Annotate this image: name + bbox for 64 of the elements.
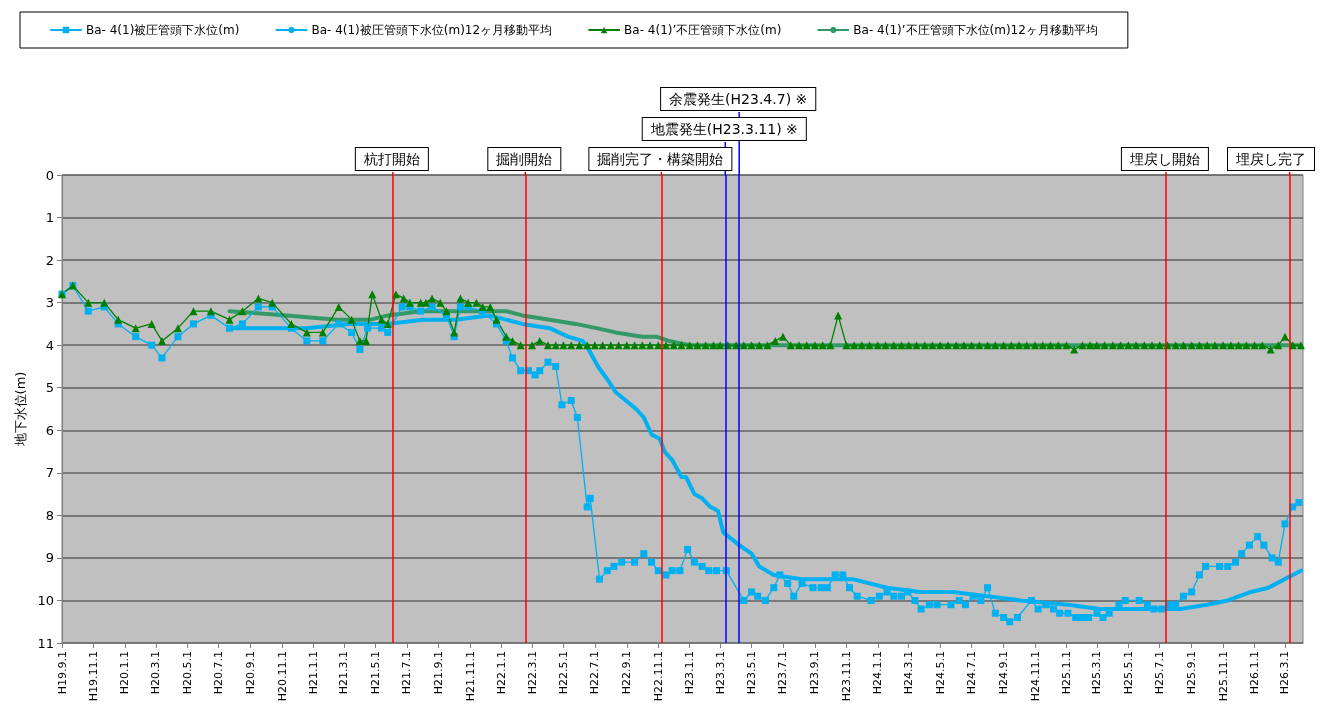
x-tick-label: H21.11.1 <box>463 651 477 702</box>
x-tick-label: H26.3.1 <box>1278 651 1292 695</box>
x-tick-label: H20.11.1 <box>275 651 289 702</box>
y-tick-label: 0 <box>45 167 54 183</box>
x-tick-label: H25.11.1 <box>1216 651 1230 702</box>
x-tick-label: H24.5.1 <box>933 651 947 695</box>
ref-line-label: 地震発生(H23.3.11) ※ <box>649 121 798 137</box>
x-tick-label: H20.3.1 <box>149 651 163 695</box>
x-tick-label: H20.5.1 <box>180 651 194 695</box>
x-tick-label: H21.3.1 <box>337 651 351 695</box>
x-tick-label: H23.5.1 <box>745 651 759 695</box>
x-tick-label: H25.3.1 <box>1090 651 1104 695</box>
x-tick-label: H22.11.1 <box>651 651 665 702</box>
x-tick-label: H20.9.1 <box>244 651 258 695</box>
x-tick-label: H22.9.1 <box>620 651 634 695</box>
legend-label: Ba- 4(1)被圧管頭下水位(m) <box>86 23 240 37</box>
x-tick-label: H19.11.1 <box>86 651 100 702</box>
ref-line-label: 埋戻し開始 <box>1128 151 1200 167</box>
x-tick-label: H25.9.1 <box>1185 651 1199 695</box>
y-tick-label: 2 <box>45 252 54 268</box>
legend-label: Ba- 4(1)’不圧管頭下水位(m)12ヶ月移動平均 <box>853 23 1098 37</box>
x-tick-label: H23.3.1 <box>713 651 727 695</box>
x-tick-label: H21.5.1 <box>368 651 382 695</box>
x-tick-label: H24.1.1 <box>871 651 885 695</box>
x-tick-label: H25.7.1 <box>1153 651 1167 695</box>
y-tick-label: 6 <box>45 422 54 438</box>
y-axis-title: 地下水位(m) <box>12 371 28 448</box>
x-tick-label: H22.1.1 <box>495 651 509 695</box>
x-tick-label: H21.9.1 <box>432 651 446 695</box>
x-tick-label: H21.7.1 <box>400 651 414 695</box>
x-tick-label: H22.7.1 <box>588 651 602 695</box>
y-tick-label: 10 <box>37 592 54 608</box>
y-tick-label: 9 <box>45 550 54 566</box>
y-tick-label: 7 <box>45 465 54 481</box>
x-tick-label: H23.9.1 <box>808 651 822 695</box>
y-tick-label: 1 <box>45 210 54 226</box>
ref-line-label: 杭打開始 <box>362 151 420 167</box>
legend-label: Ba- 4(1)被圧管頭下水位(m)12ヶ月移動平均 <box>311 23 553 37</box>
ref-line-label: 掘削完了・構築開始 <box>597 151 724 167</box>
y-tick-label: 8 <box>45 507 54 523</box>
x-tick-label: H24.11.1 <box>1028 651 1042 702</box>
x-tick-label: H23.7.1 <box>776 651 790 695</box>
ref-line-label: 掘削開始 <box>496 151 553 167</box>
x-tick-label: H19.9.1 <box>55 651 69 695</box>
x-tick-label: H24.9.1 <box>997 651 1011 695</box>
ref-line-label: 埋戻し完了 <box>1235 151 1306 167</box>
x-tick-label: H23.1.1 <box>683 651 697 695</box>
x-tick-label: H22.3.1 <box>525 651 539 695</box>
x-tick-label: H20.1.1 <box>118 651 132 695</box>
x-tick-label: H25.5.1 <box>1121 651 1135 695</box>
x-tick-label: H24.3.1 <box>902 651 916 695</box>
x-tick-label: H22.5.1 <box>556 651 570 695</box>
legend-label: Ba- 4(1)’不圧管頭下水位(m) <box>624 23 782 37</box>
y-tick-label: 5 <box>45 380 54 396</box>
x-tick-label: H20.7.1 <box>212 651 226 695</box>
x-tick-label: H26.1.1 <box>1248 651 1262 695</box>
x-tick-label: H23.11.1 <box>839 651 853 702</box>
y-tick-label: 3 <box>45 295 54 311</box>
x-tick-label: H24.7.1 <box>965 651 979 695</box>
x-tick-label: H21.1.1 <box>307 651 320 695</box>
x-tick-label: H25.1.1 <box>1059 651 1073 695</box>
y-tick-label: 11 <box>37 635 54 651</box>
y-tick-label: 4 <box>45 337 54 353</box>
ref-line-label: 余震発生(H23.4.7) ※ <box>669 91 808 107</box>
